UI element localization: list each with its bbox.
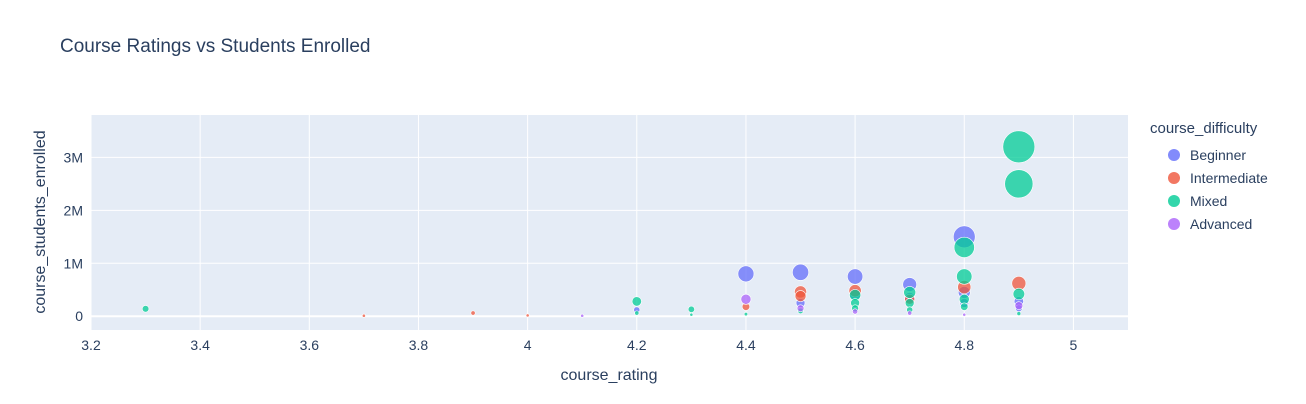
plot-area: [91, 115, 1128, 330]
data-point: [743, 312, 749, 317]
data-point: [1004, 169, 1034, 199]
data-point: [1002, 130, 1036, 164]
x-tick-label: 4.8: [955, 337, 975, 353]
data-point: [794, 290, 807, 302]
y-tick-label: 2M: [64, 202, 83, 218]
legend-label: Beginner: [1190, 146, 1247, 163]
data-point: [361, 313, 366, 318]
data-point: [1012, 287, 1025, 301]
data-point: [847, 268, 864, 285]
data-point: [852, 308, 859, 315]
data-point: [904, 298, 915, 308]
data-point: [470, 310, 476, 316]
x-tick-label: 3.4: [190, 337, 210, 353]
data-point: [903, 286, 916, 299]
legend-marker-icon: [1168, 217, 1180, 230]
legend-item[interactable]: Beginner: [1150, 143, 1268, 166]
y-axis-label: course_students_enrolled: [32, 130, 49, 313]
data-point: [740, 293, 752, 305]
data-point: [634, 310, 640, 316]
legend-label: Advanced: [1190, 215, 1253, 232]
x-tick-label: 4.6: [845, 337, 865, 353]
data-point: [737, 265, 755, 283]
data-point: [1016, 311, 1022, 316]
grid-lines: [90, 115, 1128, 330]
data-point: [796, 304, 805, 313]
legend-marker-icon: [1168, 148, 1180, 161]
y-axis-ticks: 0 1M 2M 3M: [64, 149, 84, 324]
x-axis-label: course_rating: [561, 367, 658, 384]
data-point: [1014, 301, 1024, 310]
x-tick-label: 4: [524, 337, 532, 353]
y-tick-label: 1M: [64, 255, 83, 271]
x-tick-label: 3.6: [300, 337, 320, 353]
x-tick-label: 4.4: [736, 337, 756, 353]
data-point: [953, 236, 975, 258]
data-point: [962, 312, 967, 317]
x-tick-label: 3.8: [409, 337, 429, 353]
data-point: [631, 296, 642, 307]
legend-label: Intermediate: [1190, 169, 1268, 186]
legend-title: course_difficulty: [1150, 120, 1258, 137]
data-point: [525, 313, 530, 318]
data-point: [580, 313, 585, 318]
legend-item[interactable]: Intermediate: [1150, 166, 1268, 189]
y-tick-label: 0: [75, 308, 83, 324]
data-points: [141, 130, 1036, 318]
legend-item[interactable]: Mixed: [1150, 189, 1268, 212]
data-point: [687, 305, 695, 313]
legend-item[interactable]: Advanced: [1150, 212, 1268, 235]
legend-marker-icon: [1168, 171, 1180, 184]
data-point: [792, 263, 809, 281]
x-tick-label: 3.2: [81, 337, 101, 353]
x-axis-ticks: 3.2 3.4 3.6 3.8 4 4.2 4.4 4.6 4.8 5: [81, 337, 1077, 353]
data-point: [141, 305, 150, 313]
data-point: [956, 268, 973, 285]
legend-label: Mixed: [1190, 192, 1228, 209]
data-point: [907, 310, 913, 316]
x-tick-label: 4.2: [627, 337, 647, 353]
legend: course_difficulty Beginner Intermediate Mi…: [1150, 120, 1268, 235]
x-tick-label: 5: [1070, 337, 1078, 353]
legend-marker-icon: [1168, 194, 1180, 207]
chart-title: Course Ratings vs Students Enrolled: [60, 36, 371, 57]
data-point: [960, 302, 969, 311]
y-tick-label: 3M: [64, 149, 83, 165]
data-point: [689, 312, 694, 317]
